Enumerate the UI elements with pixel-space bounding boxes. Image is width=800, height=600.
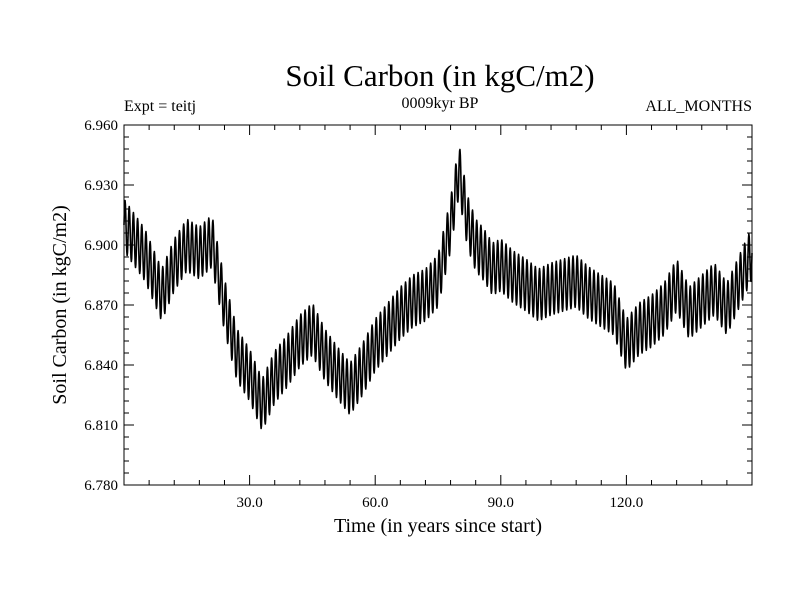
subtitle-right: ALL_MONTHS <box>645 98 752 115</box>
y-tick-label: 6.870 <box>84 298 118 314</box>
data-layer <box>123 148 753 430</box>
chart-title: Soil Carbon (in kgC/m2) <box>285 58 594 93</box>
y-axis-label: Soil Carbon (in kgC/m2) <box>49 205 71 404</box>
x-tick-label: 60.0 <box>362 495 388 511</box>
y-tick-label: 6.930 <box>84 178 118 194</box>
x-tick-label: 90.0 <box>488 495 514 511</box>
y-tick-label: 6.960 <box>84 118 118 134</box>
x-tick-label: 120.0 <box>610 495 644 511</box>
y-tick-label: 6.780 <box>84 478 118 494</box>
soil-carbon-series-line <box>123 148 753 430</box>
tick-labels: 30.0 60.0 90.0 120.0 6.780 6.810 6.840 6.870 6.9… <box>84 118 643 511</box>
axis-ticks <box>124 124 752 486</box>
subtitle-left: Expt = teitj <box>124 98 196 115</box>
x-tick-label: 30.0 <box>236 495 262 511</box>
y-tick-label: 6.810 <box>84 418 118 434</box>
subtitle-center: 0009kyr BP <box>402 95 479 112</box>
y-tick-label: 6.900 <box>84 238 118 254</box>
y-tick-label: 6.840 <box>84 358 118 374</box>
x-axis-label: Time (in years since start) <box>334 515 542 537</box>
